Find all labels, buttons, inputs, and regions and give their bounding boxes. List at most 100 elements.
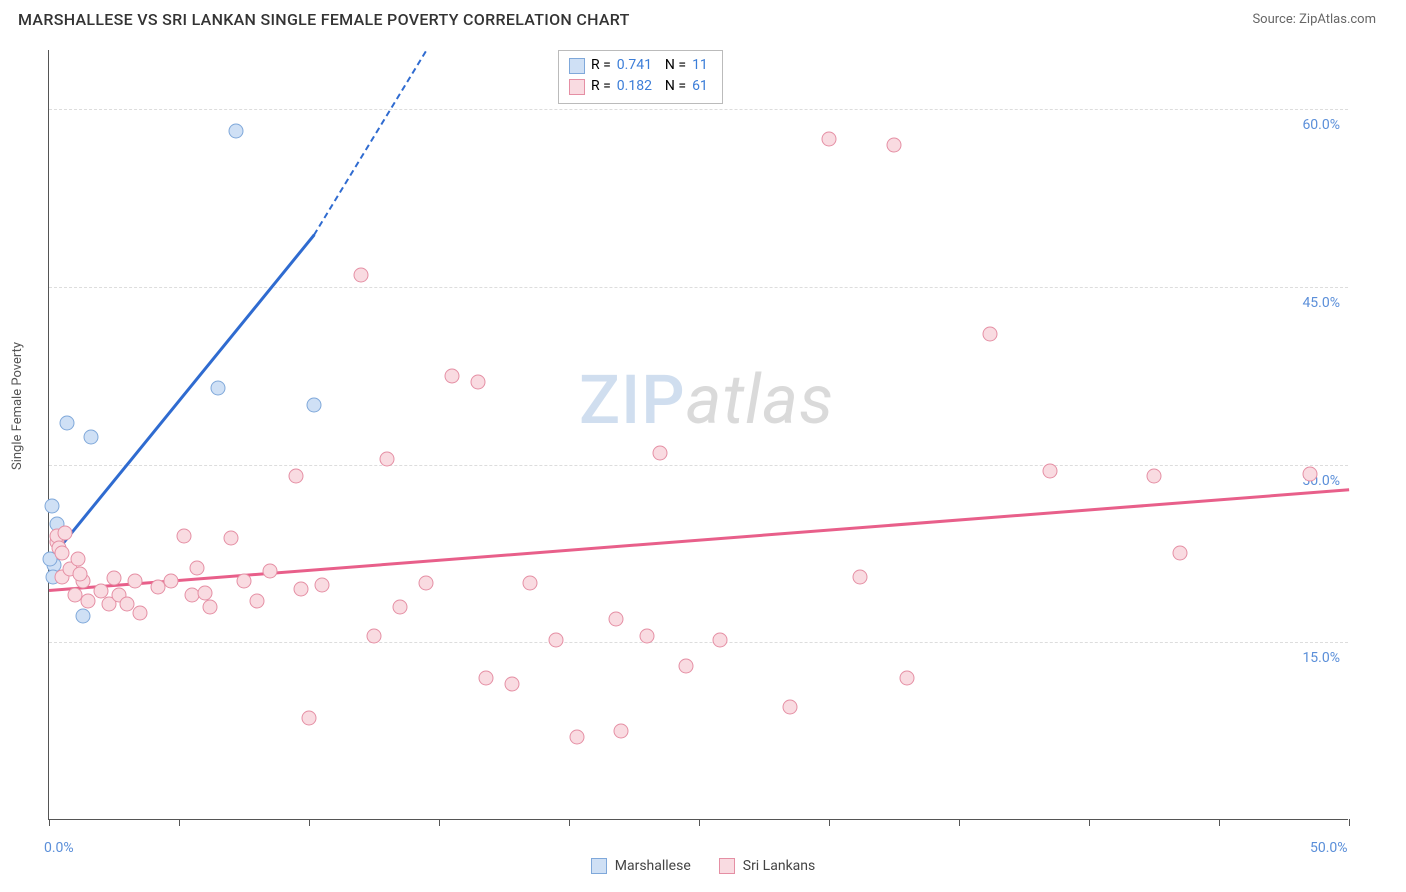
x-tick <box>699 819 700 826</box>
data-point <box>614 724 629 739</box>
x-tick <box>1349 819 1350 826</box>
data-point <box>177 528 192 543</box>
y-tick-label: 45.0% <box>1302 295 1340 311</box>
data-point <box>445 368 460 383</box>
data-point <box>307 398 322 413</box>
x-tick <box>179 819 180 826</box>
data-point <box>263 564 278 579</box>
data-point <box>608 611 623 626</box>
data-point <box>133 605 148 620</box>
data-point <box>289 469 304 484</box>
r-value: 0.741 <box>617 55 652 76</box>
data-point <box>471 374 486 389</box>
data-point <box>712 632 727 647</box>
data-point <box>1303 467 1318 482</box>
data-point <box>1043 463 1058 478</box>
data-point <box>237 573 252 588</box>
data-point <box>478 670 493 685</box>
legend-swatch <box>569 79 585 95</box>
x-tick <box>959 819 960 826</box>
r-value: 0.182 <box>617 76 652 97</box>
data-point <box>302 711 317 726</box>
chart-header: MARSHALLESE VS SRI LANKAN SINGLE FEMALE … <box>0 0 1406 34</box>
data-point <box>55 546 70 561</box>
gridline <box>49 465 1348 466</box>
watermark: ZIPatlas <box>579 360 834 440</box>
chart-area: Single Female Poverty ZIPatlas 15.0%30.0… <box>0 40 1406 892</box>
data-point <box>653 445 668 460</box>
legend-label: Sri Lankans <box>743 858 816 874</box>
data-point <box>1147 469 1162 484</box>
data-point <box>73 566 88 581</box>
n-value: 61 <box>692 76 708 97</box>
data-point <box>679 659 694 674</box>
data-point <box>211 380 226 395</box>
chart-title: MARSHALLESE VS SRI LANKAN SINGLE FEMALE … <box>18 10 630 29</box>
correlation-row: R = 0.741 N = 11 <box>569 55 708 76</box>
data-point <box>900 670 915 685</box>
data-point <box>887 137 902 152</box>
x-axis-max-label: 50.0% <box>1310 840 1348 856</box>
data-point <box>164 573 179 588</box>
data-point <box>640 629 655 644</box>
gridline <box>49 109 1348 110</box>
data-point <box>224 531 239 546</box>
data-point <box>44 499 59 514</box>
x-tick <box>569 819 570 826</box>
n-value: 11 <box>692 55 708 76</box>
data-point <box>983 327 998 342</box>
legend-item: Sri Lankans <box>719 858 816 874</box>
data-point <box>569 730 584 745</box>
x-axis-min-label: 0.0% <box>44 840 74 856</box>
data-point <box>822 131 837 146</box>
series-legend: Marshallese Sri Lankans <box>0 858 1406 874</box>
data-point <box>549 632 564 647</box>
data-point <box>250 593 265 608</box>
data-point <box>523 576 538 591</box>
data-point <box>315 578 330 593</box>
data-point <box>393 599 408 614</box>
x-tick <box>49 819 50 826</box>
data-point <box>419 576 434 591</box>
data-point <box>68 587 83 602</box>
correlation-row: R = 0.182 N = 61 <box>569 76 708 97</box>
gridline <box>49 642 1348 643</box>
data-point <box>57 526 72 541</box>
data-point <box>107 571 122 586</box>
x-tick <box>1219 819 1220 826</box>
data-point <box>81 593 96 608</box>
data-point <box>203 599 218 614</box>
data-point <box>70 552 85 567</box>
legend-swatch <box>569 58 585 74</box>
trend-line <box>313 50 427 235</box>
data-point <box>229 123 244 138</box>
data-point <box>354 268 369 283</box>
data-point <box>127 573 142 588</box>
data-point <box>198 585 213 600</box>
y-axis-label: Single Female Poverty <box>10 342 25 470</box>
y-tick-label: 15.0% <box>1302 650 1340 666</box>
x-tick <box>439 819 440 826</box>
correlation-legend: R = 0.741 N = 11R = 0.182 N = 61 <box>558 50 723 104</box>
y-tick-label: 60.0% <box>1302 117 1340 133</box>
legend-swatch <box>591 858 607 874</box>
chart-source: Source: ZipAtlas.com <box>1252 12 1376 27</box>
data-point <box>83 430 98 445</box>
x-tick <box>1089 819 1090 826</box>
data-point <box>853 570 868 585</box>
data-point <box>75 609 90 624</box>
plot-region: ZIPatlas 15.0%30.0%45.0%60.0% <box>48 50 1348 820</box>
data-point <box>504 676 519 691</box>
trend-line <box>48 234 315 561</box>
gridline <box>49 287 1348 288</box>
x-tick <box>829 819 830 826</box>
legend-item: Marshallese <box>591 858 691 874</box>
data-point <box>367 629 382 644</box>
legend-swatch <box>719 858 735 874</box>
data-point <box>190 560 205 575</box>
data-point <box>783 700 798 715</box>
data-point <box>1173 546 1188 561</box>
legend-label: Marshallese <box>615 858 691 874</box>
data-point <box>294 582 309 597</box>
data-point <box>60 416 75 431</box>
